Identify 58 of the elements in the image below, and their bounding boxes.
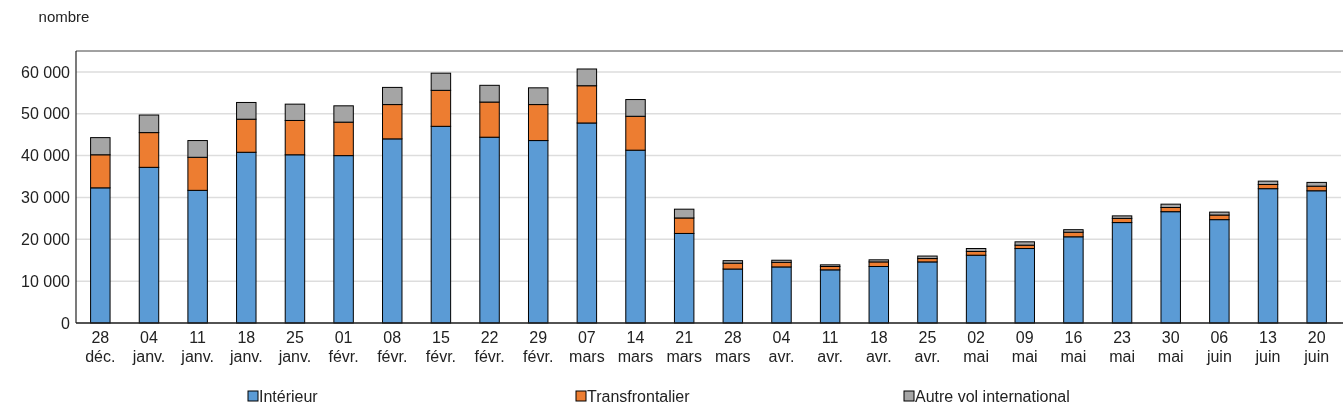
- bar: [1209, 219, 1230, 324]
- x-tick-label: 28 mars: [715, 329, 751, 365]
- legend-label: Autre vol international: [915, 387, 1070, 405]
- bar: [965, 248, 987, 252]
- x-tick-label: 15 févr.: [425, 329, 457, 365]
- bar: [1209, 211, 1230, 216]
- bar: [1063, 236, 1084, 324]
- legend-label: Intérieur: [259, 387, 319, 405]
- x-tick-label: 30 mai: [1157, 329, 1184, 365]
- bar: [819, 269, 841, 324]
- x-tick-label: 04 janv.: [131, 329, 166, 365]
- x-tick-label: 25 avr.: [914, 329, 941, 365]
- bar: [722, 268, 744, 324]
- bar: [965, 254, 987, 324]
- bar: [1063, 229, 1084, 233]
- bar: [868, 259, 890, 263]
- x-tick-label: 25 janv.: [277, 329, 312, 365]
- bar: [1306, 190, 1327, 324]
- y-axis-title: nombre: [38, 8, 90, 25]
- x-tick-label: 07 mars: [569, 329, 605, 365]
- x-tick-label: 04 avr.: [768, 329, 795, 365]
- bar: [1014, 248, 1035, 324]
- bar: [917, 261, 938, 324]
- x-tick-label: 01 févr.: [328, 329, 359, 365]
- y-tick-label: 20 000: [21, 230, 71, 248]
- y-tick-label: 60 000: [21, 63, 71, 81]
- y-tick-label: 50 000: [21, 105, 71, 123]
- x-tick-label: 28 déc.: [85, 329, 116, 365]
- bar: [1160, 211, 1181, 324]
- legend-label: Transfrontalier: [587, 387, 691, 405]
- x-tick-label: 29 févr.: [523, 329, 554, 365]
- x-tick-label: 11 janv.: [180, 329, 214, 365]
- x-tick-label: 13 juin: [1254, 329, 1281, 365]
- x-tick-label: 09 mai: [1011, 329, 1038, 365]
- x-tick-label: 18 avr.: [865, 329, 892, 365]
- bar: [868, 266, 890, 324]
- y-tick-label: 40 000: [21, 147, 71, 165]
- y-tick-label: 30 000: [21, 189, 71, 207]
- x-tick-label: 23 mai: [1109, 329, 1135, 365]
- bar: [771, 266, 792, 324]
- x-tick-label: 02 mai: [963, 329, 989, 365]
- bar: [1111, 215, 1133, 219]
- x-tick-label: 21 mars: [666, 329, 702, 365]
- x-tick-label: 08 févr.: [377, 329, 408, 365]
- x-tick-label: 14 mars: [617, 329, 654, 365]
- y-tick-label: 10 000: [21, 272, 71, 290]
- bar: [1306, 181, 1327, 187]
- x-tick-label: 18 janv.: [228, 329, 263, 365]
- x-tick-label: 06 juin: [1205, 329, 1232, 365]
- x-tick-label: 16 mai: [1060, 329, 1087, 365]
- bar: [1257, 180, 1279, 185]
- x-tick-label: 20 juin: [1303, 329, 1330, 365]
- x-tick-label: 11 avr.: [817, 329, 844, 365]
- bar: [1111, 222, 1133, 324]
- bar: [1257, 188, 1279, 324]
- bar: [1160, 203, 1181, 208]
- y-tick-label: 0: [61, 314, 71, 332]
- x-tick-label: 22 févr.: [474, 329, 505, 365]
